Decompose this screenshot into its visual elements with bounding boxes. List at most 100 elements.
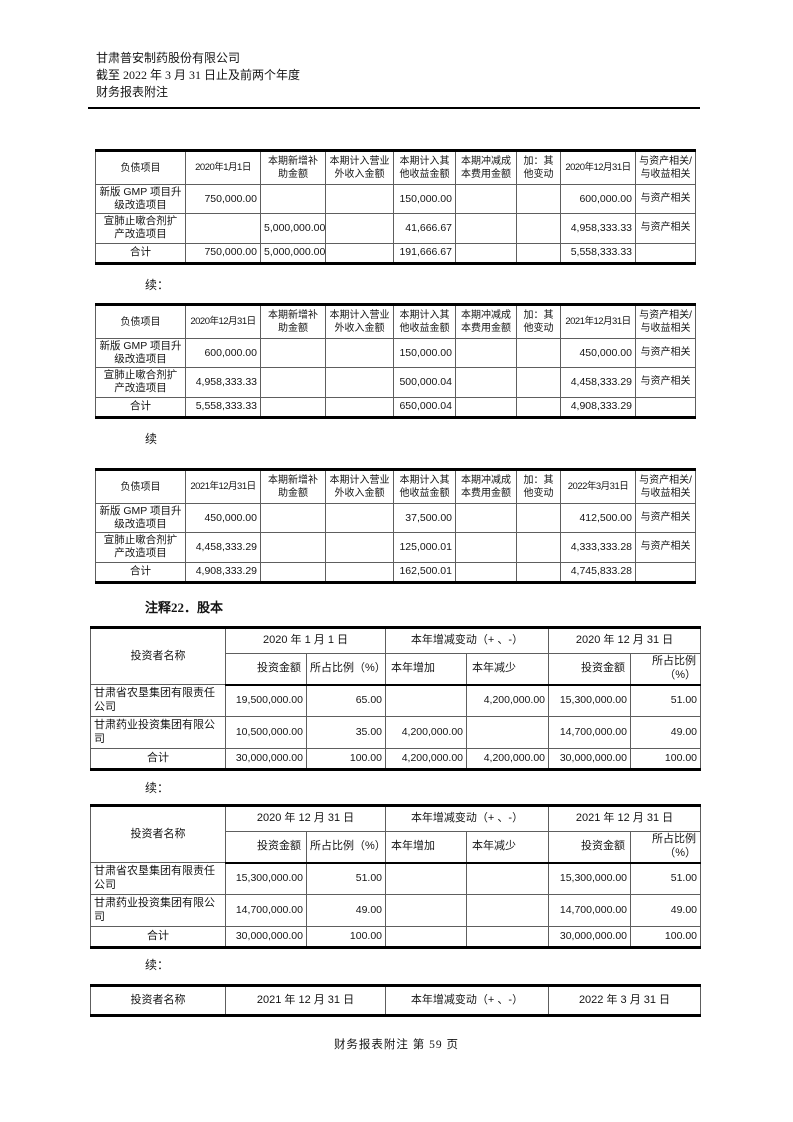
column-header: 负债项目 [95, 469, 186, 504]
cell-value [185, 213, 261, 244]
cell-value: 65.00 [306, 684, 386, 717]
row-label: 甘肃省农垦集团有限责任公司 [90, 862, 226, 895]
row-label: 宣肺止嗽合剂扩产改造项目 [95, 213, 186, 244]
cell-value: 与资产相关 [635, 367, 696, 398]
cell-value: 4,958,333.33 [185, 367, 261, 398]
cell-value: 51.00 [305, 862, 387, 895]
cell-value: 49.00 [305, 894, 387, 927]
investor-name-header: 投资者名称 [90, 805, 226, 863]
cell-value [385, 862, 468, 895]
period-header: 2022 年 3 月 31 日 [548, 985, 701, 1017]
section-heading: 注释22．股本 [145, 600, 224, 615]
header-row: 负债项目 2021年12月31日 本期新增补助金额 本期计入营业外收入金额 本期计入其他… [95, 469, 696, 504]
column-header: 加：其他变动 [516, 469, 561, 504]
table-body: 新版 GMP 项目升级改造项目 600,000.00 150,000.00 450,0… [95, 337, 696, 418]
table-row: 合计 750,000.00 5,000,000.00 191,666.67 5,558,… [95, 242, 696, 264]
column-header: 负债项目 [95, 304, 186, 339]
period-header: 2021 年 12 月 31 日 [225, 985, 386, 1017]
column-header: 2021年12月31日 [185, 469, 261, 504]
cell-value: 49.00 [630, 894, 702, 927]
cell-value [325, 337, 394, 369]
column-header: 本期新增补助金额 [260, 150, 326, 185]
cell-value [260, 367, 326, 398]
column-header: 投资金额 [225, 831, 307, 864]
cell-value [325, 396, 394, 418]
column-header: 本期计入其他收益金额 [393, 150, 456, 185]
header-rule [88, 107, 700, 109]
cell-value: 100.00 [629, 748, 702, 770]
cell-value: 49.00 [629, 716, 702, 749]
period-header: 本年增减变动（+ 、-） [385, 805, 550, 832]
period-header: 2020 年 1 月 1 日 [225, 627, 386, 654]
cell-value: 15,300,000.00 [225, 862, 307, 895]
column-header: 所占比例（%） [305, 831, 387, 864]
subheader-row: 投资金额 所占比例（%） 本年增加 本年减少 投资金额 所占比例（%） [91, 831, 702, 864]
row-label: 甘肃药业投资集团有限公司 [90, 894, 226, 927]
column-header: 投资金额 [548, 653, 631, 686]
period-header: 本年增减变动（+ 、-） [385, 627, 549, 654]
cell-value: 5,558,333.33 [185, 396, 261, 418]
column-header: 2020年12月31日 [185, 304, 261, 339]
cell-value [466, 862, 550, 895]
cell-value [385, 926, 468, 948]
share-capital-table-2022q1-partial: 投资者名称 2021 年 12 月 31 日 本年增减变动（+ 、-） 2022… [90, 984, 701, 1017]
column-header: 本期计入其他收益金额 [393, 304, 456, 339]
investor-name-header: 投资者名称 [90, 985, 226, 1017]
table-row: 合计 4,908,333.29 162,500.01 4,745,833.28 [95, 561, 696, 583]
cell-value [635, 242, 696, 264]
row-label: 合计 [95, 396, 186, 418]
cell-value: 100.00 [630, 926, 702, 948]
column-header: 2020年12月31日 [560, 150, 636, 185]
page-footer: 财务报表附注 第 59 页 [333, 1039, 460, 1051]
cell-value: 412,500.00 [560, 502, 636, 534]
cell-value [516, 183, 561, 215]
column-header: 本期计入营业外收入金额 [325, 304, 394, 339]
cell-value: 4,200,000.00 [466, 684, 549, 717]
period-header: 2021 年 12 月 31 日 [548, 805, 702, 832]
cell-value [516, 213, 561, 244]
cell-value [455, 367, 517, 398]
header-row: 投资者名称 2020 年 12 月 31 日 本年增减变动（+ 、-） 2021… [90, 805, 702, 863]
cell-value [455, 213, 517, 244]
row-label: 合计 [90, 748, 226, 770]
table-body: 甘肃省农垦集团有限责任公司 15,300,000.00 51.00 15,300,00… [90, 862, 702, 948]
report-period: 截至 2022 年 3 月 31 日止及前两个年度 [96, 68, 301, 82]
column-header: 与资产相关/与收益相关 [635, 150, 696, 185]
table-row: 合计 30,000,000.00 100.00 30,000,000.00 100.00 [90, 926, 702, 948]
cell-value [635, 396, 696, 418]
cell-value [325, 532, 394, 563]
table-row: 甘肃省农垦集团有限责任公司 15,300,000.00 51.00 15,300,00… [90, 862, 702, 895]
cell-value [455, 337, 517, 369]
table-row: 合计 30,000,000.00 100.00 4,200,000.00 4,200,0… [90, 748, 702, 770]
share-capital-table-2021: 投资者名称 2020 年 12 月 31 日 本年增减变动（+ 、-） 2021… [90, 804, 702, 949]
period-header: 2020 年 12 月 31 日 [547, 627, 702, 654]
cell-value: 与资产相关 [635, 183, 696, 215]
cell-value: 与资产相关 [635, 532, 696, 563]
table-row: 甘肃药业投资集团有限公司 14,700,000.00 49.00 14,700,000… [90, 894, 702, 927]
cell-value [260, 561, 326, 583]
cell-value: 650,000.04 [393, 396, 456, 418]
cell-value: 30,000,000.00 [548, 926, 632, 948]
cell-value: 500,000.04 [393, 367, 456, 398]
cell-value [260, 337, 326, 369]
row-label: 宣肺止嗽合剂扩产改造项目 [95, 367, 186, 398]
cell-value [635, 561, 696, 583]
continuation-label: 续 [145, 432, 158, 446]
column-header: 本期计入营业外收入金额 [325, 469, 394, 504]
continuation-label: 续： [145, 278, 170, 292]
cell-value [455, 532, 517, 563]
cell-value: 与资产相关 [635, 337, 696, 369]
header-row: 负债项目 2020年1月1日 本期新增补助金额 本期计入营业外收入金额 本期计入其他收益… [95, 150, 696, 185]
cell-value: 41,666.67 [393, 213, 456, 244]
period-header: 本年增减变动（+ 、-） [385, 985, 549, 1017]
cell-value [260, 502, 326, 534]
cell-value: 5,000,000.00 [260, 213, 326, 244]
cell-value: 14,700,000.00 [225, 894, 307, 927]
cell-value: 30,000,000.00 [225, 748, 307, 770]
cell-value: 51.00 [629, 684, 702, 717]
cell-value: 5,558,333.33 [560, 242, 636, 264]
cell-value: 4,200,000.00 [385, 716, 467, 749]
cell-value: 与资产相关 [635, 502, 696, 534]
cell-value: 37,500.00 [393, 502, 456, 534]
